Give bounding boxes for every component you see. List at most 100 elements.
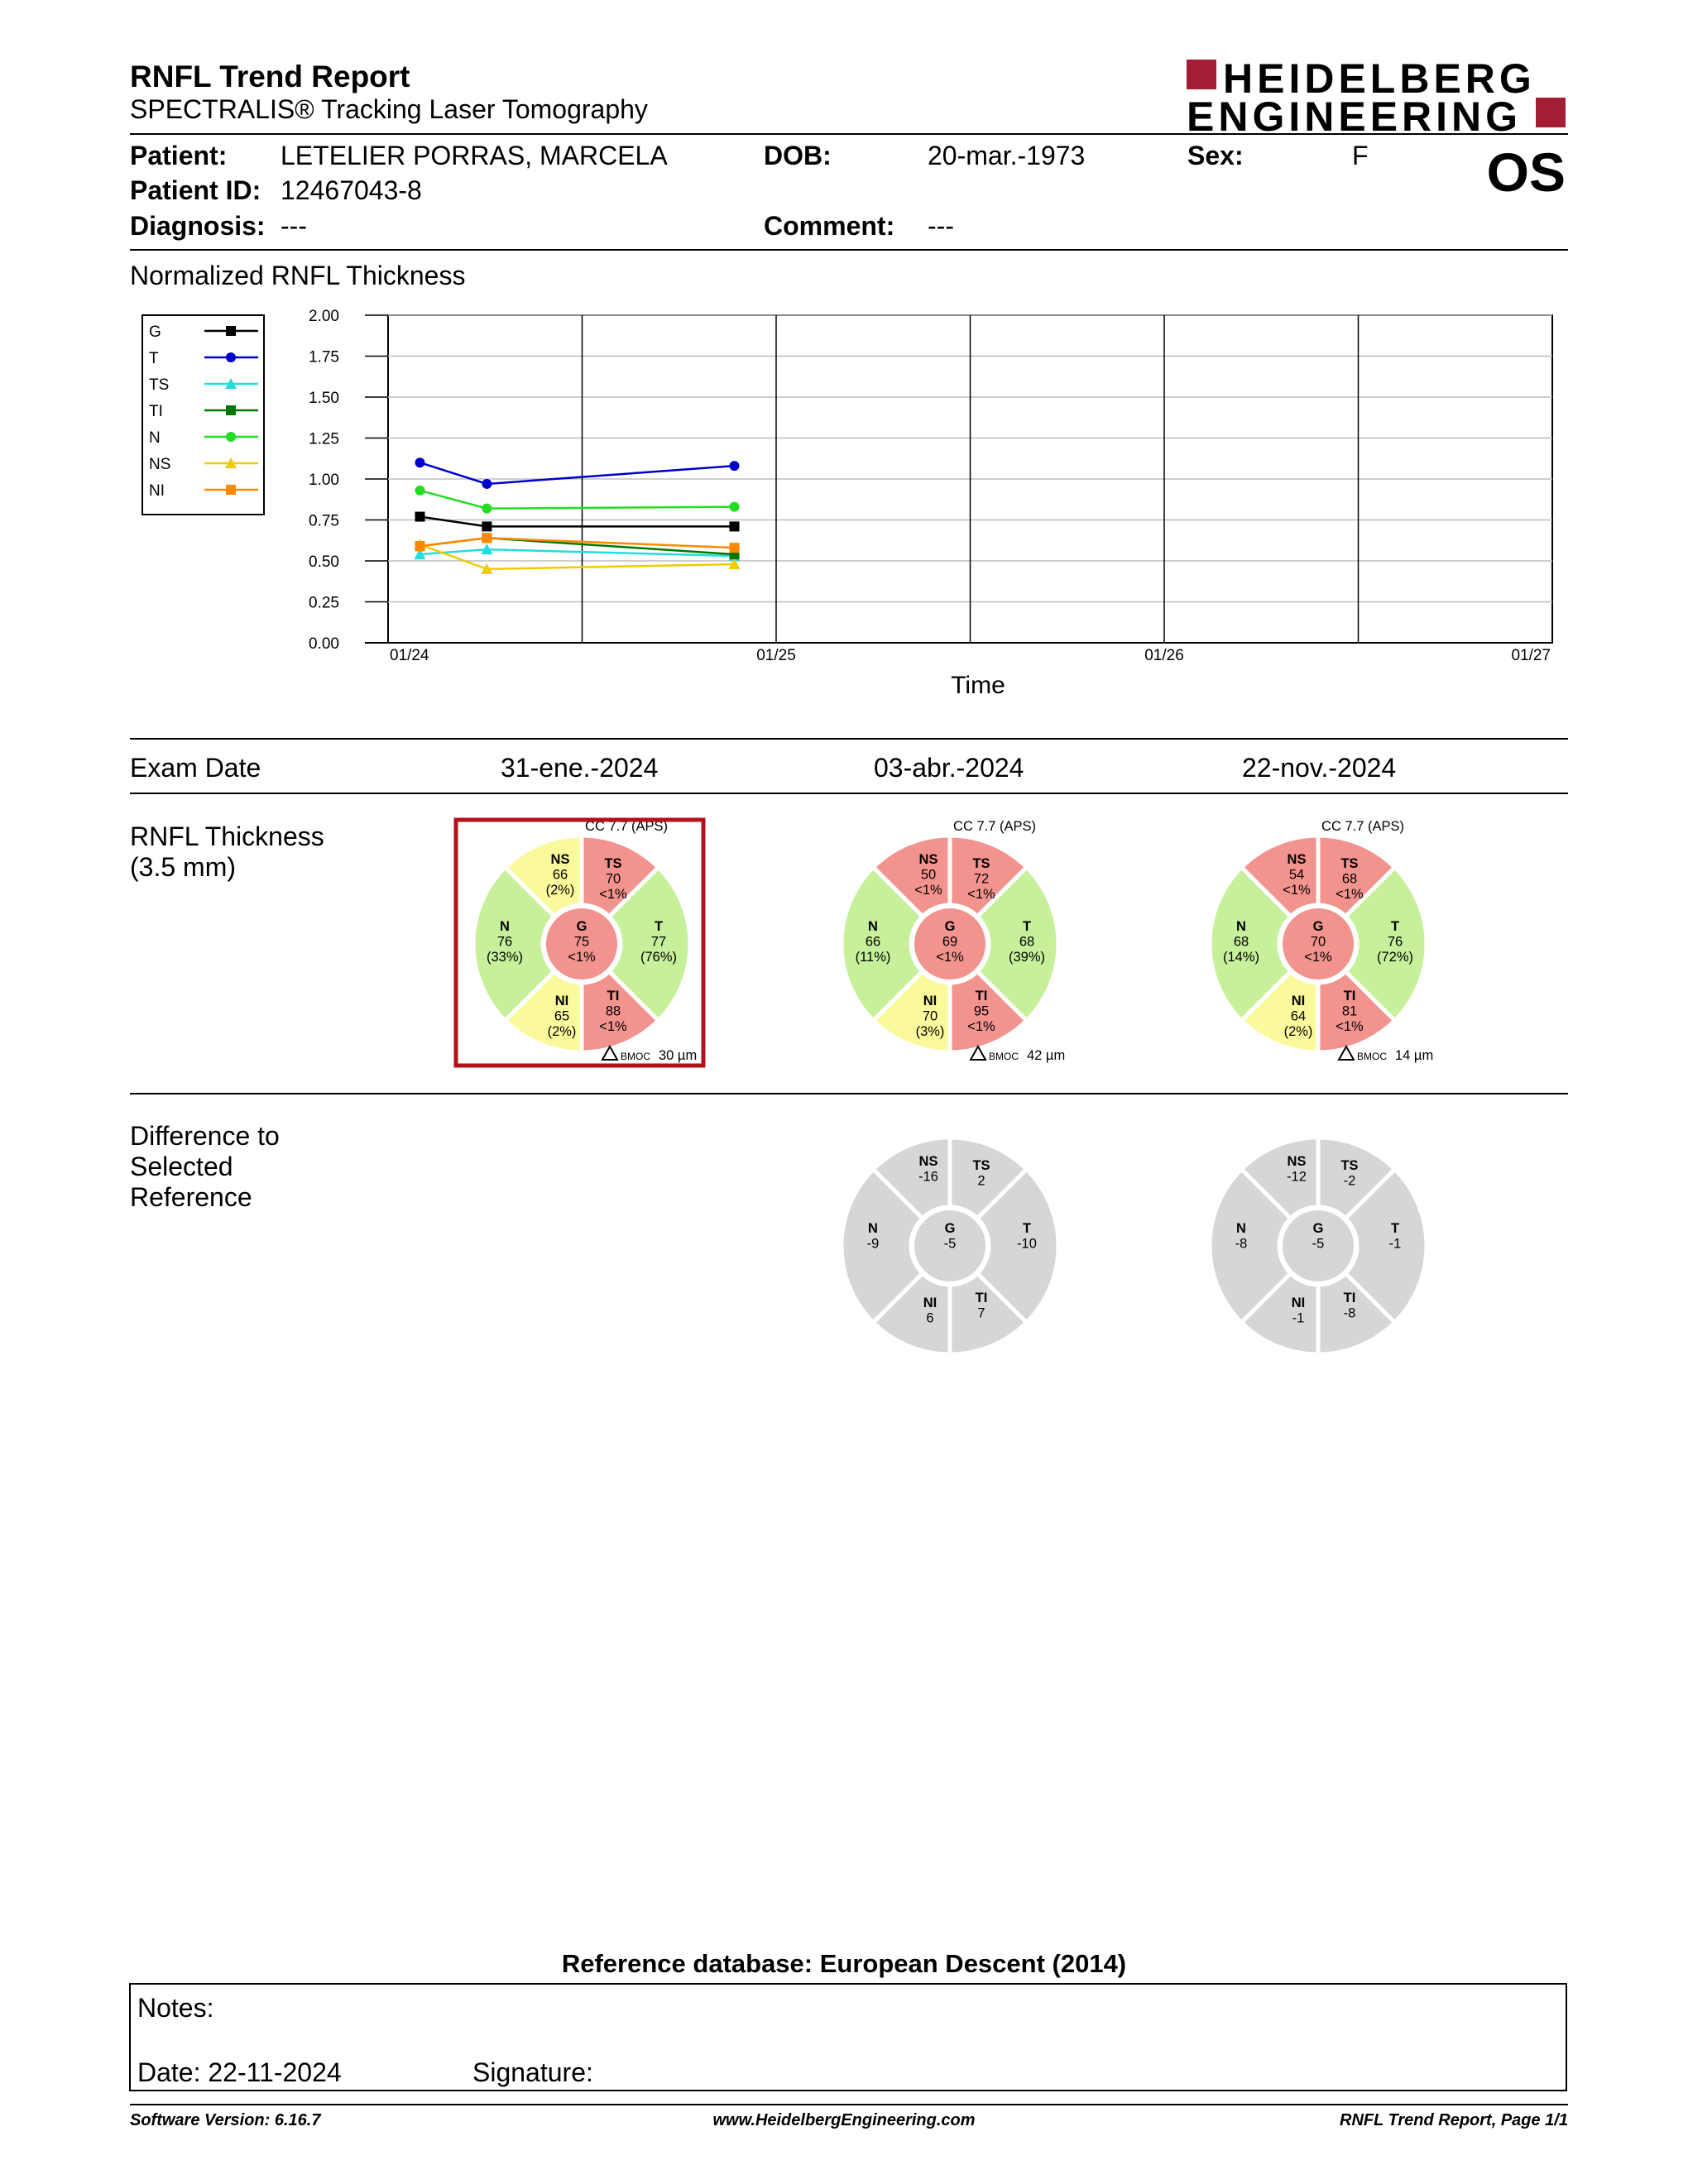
sector-text-TS: <1% bbox=[967, 887, 995, 902]
x-tick-label: 01/24 bbox=[390, 647, 429, 664]
sector-G bbox=[914, 1210, 985, 1281]
y-axis-ticks: 2.00 1.75 1.50 1.25 1.00 0.75 0.50 0.25 0.00 bbox=[309, 308, 388, 653]
y-tick-label: 0.25 bbox=[309, 595, 339, 612]
sector-text-T: (76%) bbox=[640, 950, 677, 965]
thickness-map-2: NS50<1%TS72<1%N66(11%)T68(39%)NI70(3%)TI… bbox=[839, 833, 1061, 1055]
sector-text-NI: NI bbox=[555, 994, 569, 1008]
notes-date: Date: 22-11-2024 bbox=[137, 2057, 342, 2087]
sector-text-TI: TI bbox=[607, 989, 620, 1003]
sector-text-NI: (3%) bbox=[916, 1024, 945, 1039]
y-tick-label: 1.75 bbox=[309, 349, 339, 366]
software-version: Software Version: 6.16.7 bbox=[130, 2111, 321, 2129]
series-T bbox=[415, 457, 740, 489]
sector-text-N: (33%) bbox=[487, 950, 523, 965]
sector-text-N: 66 bbox=[866, 935, 880, 950]
exam-date-1: 31-ene.-2024 bbox=[501, 753, 659, 783]
sector-text-NS: 54 bbox=[1289, 868, 1304, 883]
data-point-T bbox=[415, 457, 425, 468]
sector-text-T: 68 bbox=[1019, 935, 1034, 950]
bmoc-value-1: 30 µm bbox=[659, 1048, 697, 1063]
sector-text-NS: <1% bbox=[914, 883, 942, 898]
sector-text-G: G bbox=[1313, 1221, 1324, 1236]
eye-indicator: OS bbox=[1486, 141, 1566, 203]
sector-text-NI: NI bbox=[1292, 1296, 1306, 1310]
sector-text-TI: <1% bbox=[967, 1019, 995, 1034]
sector-text-N: -8 bbox=[1235, 1237, 1248, 1252]
notes-label: Notes: bbox=[137, 1993, 214, 2023]
sector-text-NS: NS bbox=[919, 1154, 938, 1169]
sector-text-N: (11%) bbox=[856, 950, 891, 965]
sector-text-T: 77 bbox=[651, 935, 666, 950]
sector-text-NI: NI bbox=[923, 1296, 938, 1310]
sector-text-G: <1% bbox=[936, 950, 964, 965]
bmoc-value-3: 14 µm bbox=[1395, 1048, 1433, 1063]
legend-marker-TI bbox=[226, 405, 236, 415]
sector-text-NS: NS bbox=[1288, 1154, 1307, 1169]
data-point-NI bbox=[482, 533, 492, 544]
exam-date-2: 03-abr.-2024 bbox=[874, 753, 1024, 783]
notes-box[interactable]: Notes: Date: 22-11-2024 Signature: bbox=[129, 1983, 1567, 2091]
data-point-TS bbox=[414, 548, 426, 560]
data-point-NS bbox=[728, 558, 741, 569]
y-tick-label: 1.25 bbox=[309, 431, 339, 448]
sector-G bbox=[1283, 1210, 1354, 1281]
legend-marker-TS bbox=[225, 378, 237, 389]
exam-date-label: Exam Date bbox=[130, 753, 261, 783]
trend-chart: GT TS TI N NS NI 2.00 1.75 1.50 1.25 1.00 0.75 0.50… bbox=[141, 308, 1553, 699]
rnfl-thickness-label: RNFL Thickness bbox=[130, 821, 324, 851]
delta-icon bbox=[1337, 1044, 1355, 1061]
signature-label: Signature: bbox=[472, 2057, 593, 2087]
cc-value-3: CC 7.7 (APS) bbox=[1321, 819, 1404, 834]
x-axis-ticks: 01/24 01/25 01/26 01/27 bbox=[390, 647, 1551, 664]
website-link[interactable]: www.HeidelbergEngineering.com bbox=[712, 2111, 976, 2129]
sector-text-G: -5 bbox=[944, 1237, 957, 1252]
y-tick-label: 0.00 bbox=[309, 635, 339, 653]
sector-text-TS: TS bbox=[1340, 856, 1358, 871]
sector-G bbox=[1283, 908, 1354, 979]
sector-text-NS: NS bbox=[919, 852, 938, 867]
series-N bbox=[415, 485, 740, 514]
data-point-T bbox=[729, 461, 740, 472]
page-number: RNFL Trend Report, Page 1/1 bbox=[1340, 2111, 1568, 2129]
sector-text-N: 76 bbox=[497, 935, 512, 950]
series-line-G bbox=[420, 515, 735, 528]
sector-text-G: G bbox=[577, 919, 587, 934]
sector-text-G: 70 bbox=[1311, 935, 1326, 950]
data-point-N bbox=[415, 485, 425, 496]
sector-text-NI: 70 bbox=[923, 1009, 938, 1024]
legend-label-NS: NS bbox=[149, 456, 170, 473]
sector-text-NS: NS bbox=[1288, 852, 1307, 867]
bmoc-label-3: BMOC bbox=[1357, 1051, 1387, 1062]
y-tick-label: 2.00 bbox=[309, 308, 339, 325]
trend-section-title: Normalized RNFL Thickness bbox=[130, 261, 466, 290]
sector-text-NS: -16 bbox=[918, 1170, 938, 1185]
data-point-N bbox=[482, 503, 492, 514]
legend-label-TI: TI bbox=[149, 403, 163, 420]
sector-text-TS: 2 bbox=[977, 1174, 985, 1189]
report-title: RNFL Trend Report bbox=[130, 60, 410, 93]
sector-G bbox=[546, 908, 617, 979]
sector-text-N: (14%) bbox=[1223, 950, 1259, 965]
sector-G bbox=[914, 908, 985, 979]
data-point-NS bbox=[481, 563, 493, 574]
dob-label: DOB: bbox=[764, 141, 832, 170]
sector-text-TI: 88 bbox=[606, 1004, 621, 1019]
chart-legend: GT TS TI N NS NI bbox=[141, 314, 265, 515]
sector-text-TS: TS bbox=[604, 856, 621, 871]
sector-text-TI: TI bbox=[976, 989, 988, 1003]
thickness-maps: NS66(2%)TS70<1%N76(33%)T77(76%)NI65(2%)T… bbox=[453, 817, 1433, 1068]
sector-text-G: G bbox=[1313, 919, 1324, 934]
sector-text-NI: 64 bbox=[1291, 1009, 1306, 1024]
sector-text-TI: TI bbox=[1344, 1291, 1356, 1305]
patient-label: Patient: bbox=[130, 141, 228, 170]
sector-text-TI: <1% bbox=[1336, 1019, 1364, 1034]
difference-maps: NS-16TS2N-9T-10NI6TI7G-5NS-12TS-2N-8T-1N… bbox=[839, 1135, 1429, 1357]
heidelberg-logo: HEIDELBERG ENGINEERING bbox=[1187, 58, 1567, 137]
sector-text-TS: <1% bbox=[599, 887, 627, 902]
sector-text-G: 75 bbox=[574, 935, 589, 950]
chart-series bbox=[414, 457, 741, 574]
sector-text-TI: 7 bbox=[977, 1306, 985, 1321]
delta-icon bbox=[969, 1044, 987, 1061]
legend-label-T: T bbox=[149, 350, 159, 367]
